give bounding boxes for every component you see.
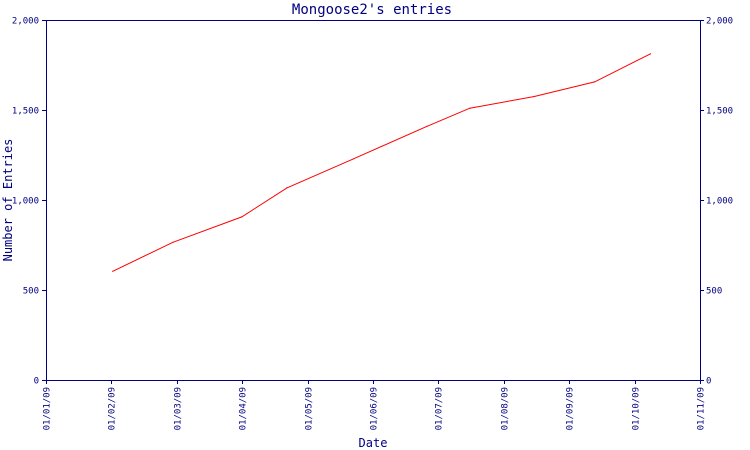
y-tick-label-left: 2,000	[12, 17, 39, 27]
y-tick-label-right: 500	[706, 287, 722, 297]
x-tick-label: 01/02/09	[108, 387, 118, 430]
y-tick-label-left: 1,500	[12, 107, 39, 117]
x-tick-label: 01/10/09	[632, 387, 642, 430]
series-point	[172, 241, 174, 243]
y-tick-label-left: 500	[23, 287, 39, 297]
y-tick-label-right: 1,000	[706, 197, 733, 207]
series-point	[469, 107, 471, 109]
x-tick-label: 01/05/09	[305, 387, 315, 430]
plot-frame	[46, 20, 701, 381]
y-tick-label-right: 2,000	[706, 17, 733, 27]
y-axis-label: Number of Entries	[1, 139, 15, 262]
series-point	[112, 270, 114, 272]
y-tick-label-left: 0	[34, 377, 39, 387]
y-tick-label-right: 0	[706, 377, 711, 387]
x-tick-label: 01/03/09	[174, 387, 184, 430]
x-tick-label: 01/09/09	[566, 387, 576, 430]
x-tick-label: 01/11/09	[697, 387, 707, 430]
y-axis-right-ticks: 0 500 1,000 1,500 2,000	[700, 17, 733, 387]
series-point	[649, 53, 652, 55]
series-point	[241, 216, 243, 218]
series-point	[426, 125, 428, 127]
series-point	[286, 187, 288, 189]
series-line	[112, 53, 651, 272]
chart-title: Mongoose2's entries	[292, 2, 452, 18]
y-tick-label-right: 1,500	[706, 107, 733, 117]
series-point	[594, 81, 596, 83]
series-layer	[112, 53, 652, 272]
series-point	[353, 158, 355, 160]
series-point	[533, 95, 535, 98]
x-axis-ticks: 01/01/09 01/02/09 01/03/09 01/04/09 01/05/09…	[43, 380, 707, 430]
x-tick-label: 01/07/09	[435, 387, 445, 430]
y-tick-label-left: 1,000	[12, 197, 39, 207]
x-tick-label: 01/01/09	[43, 387, 53, 430]
y-axis-left-ticks: 0 500 1,000 1,500 2,000	[12, 17, 46, 387]
x-axis-label: Date	[359, 436, 388, 450]
x-tick-label: 01/08/09	[501, 387, 511, 430]
x-tick-label: 01/04/09	[239, 387, 249, 430]
x-tick-label: 01/06/09	[370, 387, 380, 430]
